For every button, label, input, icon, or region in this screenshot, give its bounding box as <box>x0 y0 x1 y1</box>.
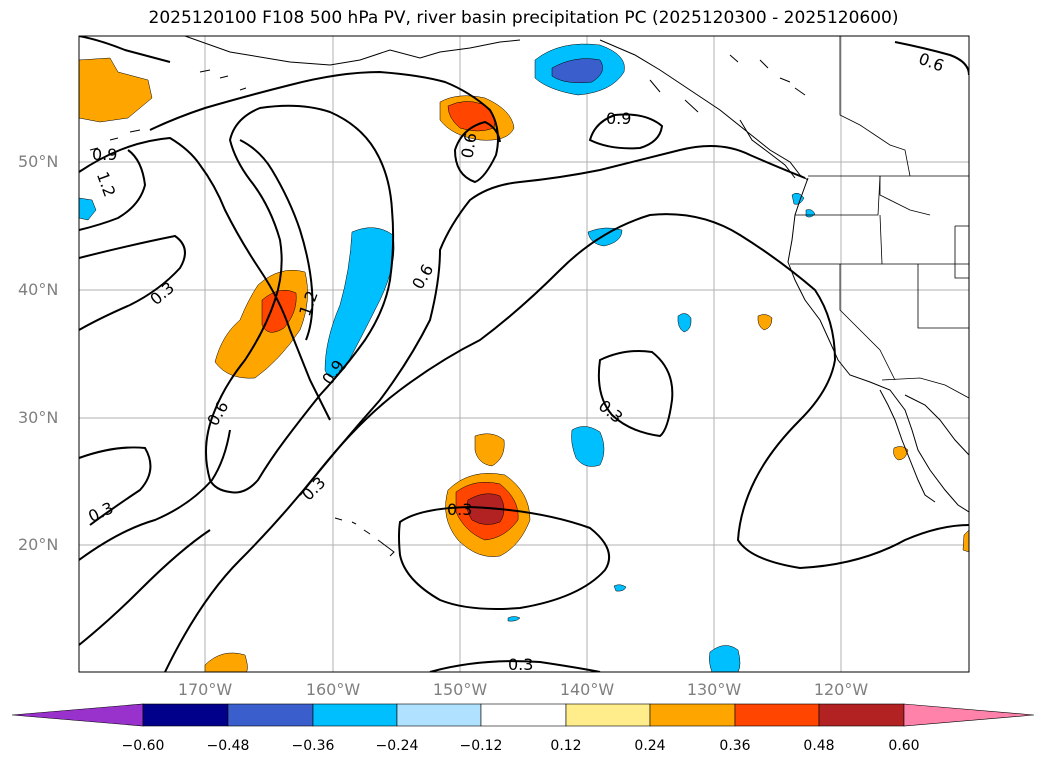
colorbar-tick-label: −0.24 <box>375 738 419 754</box>
colorbar-segment <box>734 703 820 727</box>
contour-1.2-mid <box>239 139 314 341</box>
mexico-coast <box>904 394 969 456</box>
political-borders <box>790 36 969 399</box>
precip-blob <box>551 58 603 83</box>
contour-ne-0.6 <box>894 41 969 76</box>
pv-contours <box>79 36 969 672</box>
grid-lines <box>79 36 969 672</box>
precip-blob <box>474 433 505 467</box>
precip-blob <box>709 645 741 672</box>
colorbar-tick-label: 0.60 <box>888 738 920 754</box>
alaska-coast <box>184 36 521 66</box>
colorbar-tick-label: 0.36 <box>719 738 751 754</box>
colorbar <box>11 703 1035 727</box>
contour-0.3-hawaii <box>398 505 610 610</box>
map-frame <box>78 35 970 673</box>
colorbar-segment <box>396 703 482 727</box>
lat-label: 50°N <box>18 152 59 171</box>
baja-peninsula <box>879 389 936 503</box>
aleutian-islands <box>89 69 247 151</box>
colorbar-tick-label: −0.60 <box>121 738 165 754</box>
colorbar-segment <box>565 703 651 727</box>
contour-0.6-upper <box>149 70 501 184</box>
contour-label: 0.9 <box>606 109 631 128</box>
coastlines <box>89 36 969 557</box>
precip-blob <box>204 652 248 672</box>
precip-blob <box>677 313 692 333</box>
lon-label: 150°W <box>432 680 488 699</box>
southeast-alaska-islands <box>649 54 806 113</box>
contour-label: 0.3 <box>85 498 116 526</box>
precip-blob <box>757 314 773 331</box>
contour-label-group: 0.9 1.2 0.6 0.3 1.2 0.9 0.6 0.6 0.3 0.3 … <box>85 49 946 674</box>
lon-label: 130°W <box>686 680 742 699</box>
contour-0.9-ridge <box>79 136 331 421</box>
precip-blob <box>893 446 909 461</box>
contour-label: 0.6 <box>203 398 232 430</box>
colorbar-tick-label: 0.48 <box>803 738 835 754</box>
lat-label: 30°N <box>18 408 59 427</box>
colorbar-tick-label: 0.12 <box>550 738 582 754</box>
precip-blob <box>805 209 816 218</box>
contour-0.6-main <box>205 104 395 494</box>
colorbar-extend-left <box>11 703 144 727</box>
contour-label: 1.2 <box>93 169 120 199</box>
contour-label: 0.9 <box>92 145 117 164</box>
colorbar-segment <box>142 703 229 727</box>
bc-coast <box>739 119 796 179</box>
contour-label: 0.6 <box>408 261 437 293</box>
colorbar-extend-right <box>903 703 1035 727</box>
contour-0.3-bottom <box>429 660 601 672</box>
contour-0.9-alaska <box>588 113 664 150</box>
colorbar-tick-label: 0.24 <box>634 738 666 754</box>
colorbar-segment <box>818 703 905 727</box>
precip-blob <box>613 584 627 592</box>
contour-0.3-subtropical <box>597 350 674 438</box>
colorbar-tick-label: −0.48 <box>206 738 250 754</box>
contour-label: 0.3 <box>508 655 533 674</box>
precip-blob <box>962 529 969 553</box>
precip-shading <box>79 43 969 672</box>
contour-0.3-low <box>79 529 211 646</box>
contour-1.2-left <box>79 149 147 231</box>
contour-0.6-east <box>299 145 806 496</box>
colorbar-segment <box>227 703 314 727</box>
colorbar-segment <box>312 703 398 727</box>
precip-blob <box>507 616 521 622</box>
contour-label: 0.6 <box>457 131 480 159</box>
hawaii-islands <box>334 517 395 557</box>
colorbar-tick-label: −0.12 <box>459 738 503 754</box>
contour-0.3-west <box>79 234 186 331</box>
precip-blob <box>79 197 97 221</box>
colorbar-segment <box>480 703 567 727</box>
colorbar-tick-label: −0.36 <box>291 738 335 754</box>
lat-label: 20°N <box>18 535 59 554</box>
lon-label: 170°W <box>177 680 233 699</box>
lat-label: 40°N <box>18 280 59 299</box>
precip-blob <box>571 426 605 467</box>
contour-0.3-left-bottom <box>79 429 231 561</box>
contour-label: 0.3 <box>447 500 472 519</box>
precip-blob <box>214 269 308 379</box>
contour-label: 0.3 <box>298 473 329 504</box>
lon-label: 120°W <box>813 680 869 699</box>
map-title: 2025120100 F108 500 hPa PV, river basin … <box>148 8 899 28</box>
contour-nw-edge <box>79 36 171 63</box>
precip-blob <box>79 57 153 123</box>
contour-0.3-sw <box>79 446 152 526</box>
lon-label: 160°W <box>305 680 361 699</box>
precip-blob <box>466 493 505 525</box>
colorbar-segment <box>649 703 736 727</box>
us-west-coast <box>787 177 969 513</box>
alaska-panhandle <box>599 39 809 181</box>
contour-label: 0.3 <box>146 278 178 309</box>
lon-label: 140°W <box>559 680 615 699</box>
